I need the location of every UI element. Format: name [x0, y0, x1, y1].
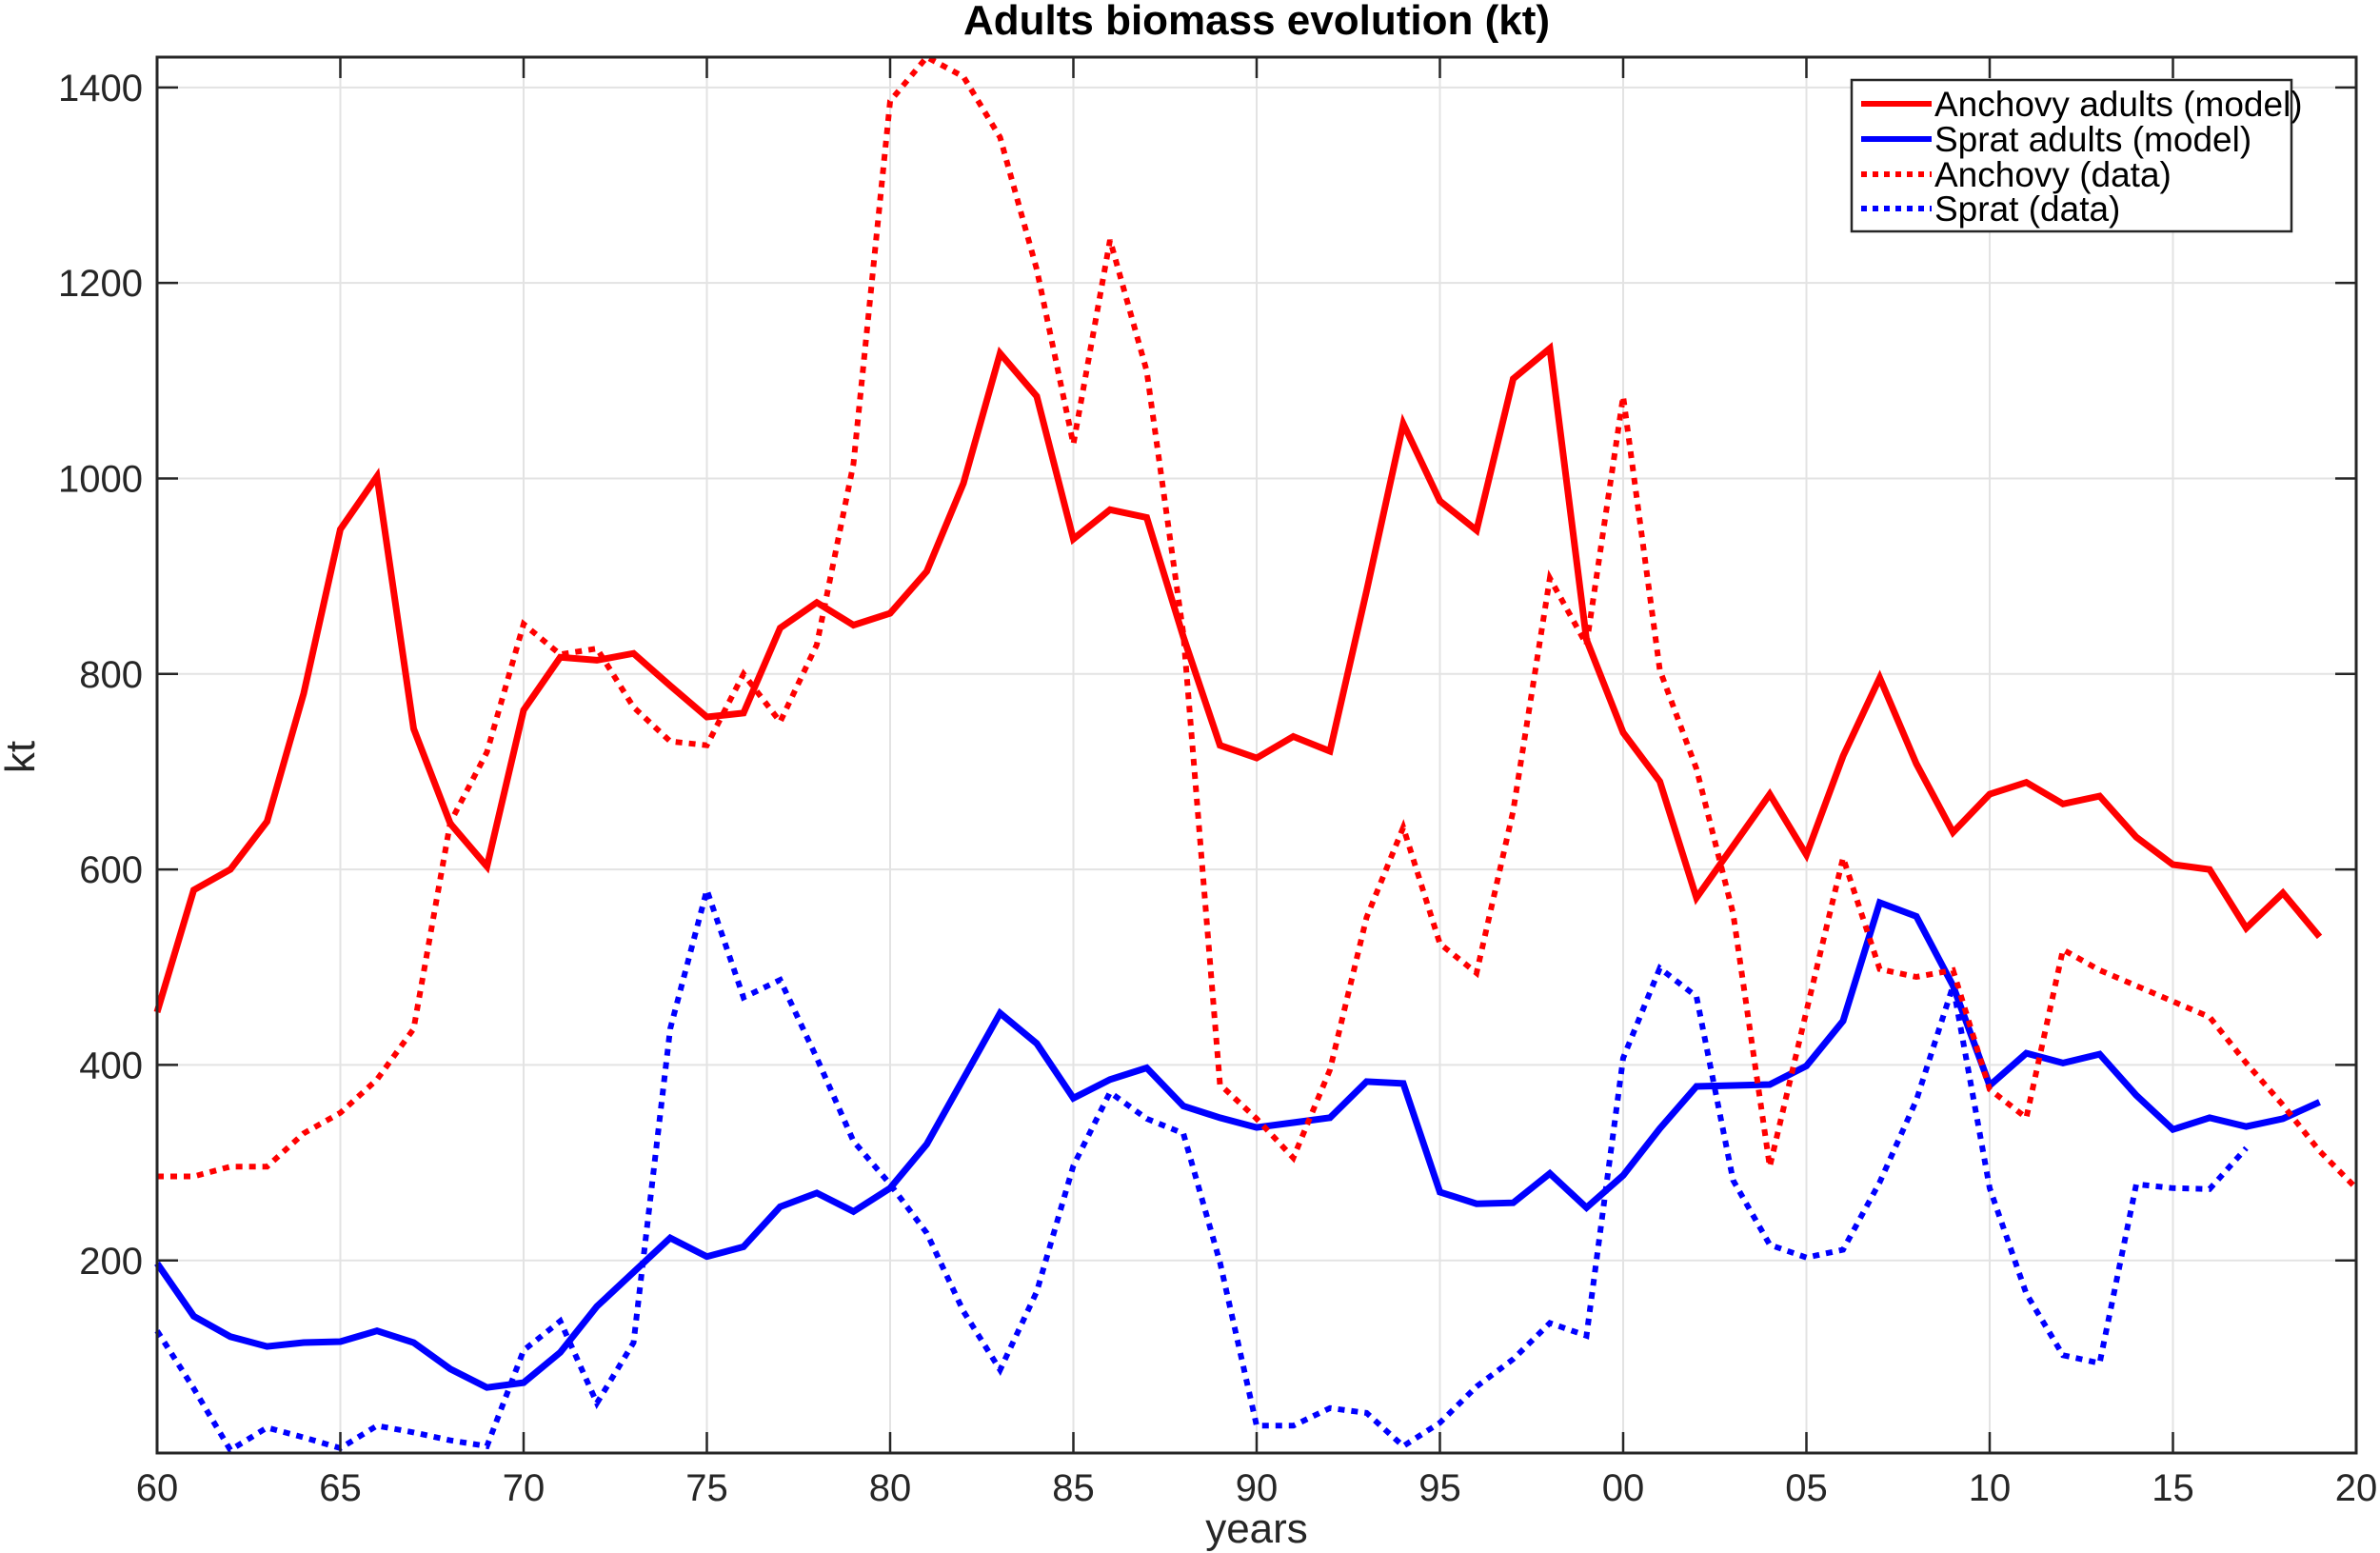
x-tick-label: 70	[503, 1467, 545, 1509]
y-tick-label: 800	[79, 654, 143, 696]
grid-lines	[157, 57, 2356, 1453]
chart-title: Adults biomass evolution (kt)	[963, 0, 1550, 44]
x-tick-label: 00	[1602, 1467, 1645, 1509]
legend-label: Sprat (data)	[1934, 189, 2120, 229]
x-tick-label: 65	[319, 1467, 362, 1509]
legend-label: Anchovy (data)	[1934, 155, 2172, 194]
legend-item-anchovy-data: Anchovy (data)	[1861, 155, 2172, 194]
y-axis: 200 400 600 800 1000 1200 1400	[58, 68, 2356, 1283]
x-tick-label: 95	[1418, 1467, 1461, 1509]
series-sprat-adults-model	[154, 898, 2321, 1391]
y-tick-label: 600	[79, 849, 143, 891]
x-tick-label: 60	[136, 1467, 179, 1509]
x-tick-label: 15	[2152, 1467, 2194, 1509]
legend: Anchovy adults (model) Sprat adults (mod…	[1850, 78, 2303, 233]
legend-label: Anchovy adults (model)	[1934, 85, 2303, 124]
x-tick-label: 80	[869, 1467, 912, 1509]
y-axis-label: kt	[0, 741, 44, 773]
series-anchovy-data	[157, 53, 2359, 1190]
plot-series	[153, 53, 2359, 1455]
x-tick-label: 90	[1236, 1467, 1279, 1509]
x-tick-label: 75	[685, 1467, 728, 1509]
y-tick-label: 1200	[58, 263, 143, 305]
legend-label: Sprat adults (model)	[1934, 120, 2251, 159]
x-tick-label: 10	[1969, 1467, 2012, 1509]
x-axis: 60 65 70 75 80 85 90 95 00 05 10 15 20	[136, 57, 2378, 1509]
legend-item-sprat-data: Sprat (data)	[1861, 189, 2120, 229]
x-tick-label: 05	[1785, 1467, 1828, 1509]
y-tick-label: 1400	[58, 68, 143, 110]
y-tick-label: 1000	[58, 458, 143, 500]
x-axis-label: years	[1205, 1505, 1308, 1552]
y-tick-label: 200	[79, 1241, 143, 1283]
y-tick-label: 400	[79, 1045, 143, 1086]
x-tick-label: 85	[1052, 1467, 1095, 1509]
series-sprat-data	[154, 880, 2249, 1455]
legend-item-anchovy-model: Anchovy adults (model)	[1861, 85, 2303, 124]
series-anchovy-adults-model	[153, 342, 2323, 1014]
legend-item-sprat-model: Sprat adults (model)	[1861, 120, 2251, 159]
x-tick-label: 20	[2335, 1467, 2378, 1509]
